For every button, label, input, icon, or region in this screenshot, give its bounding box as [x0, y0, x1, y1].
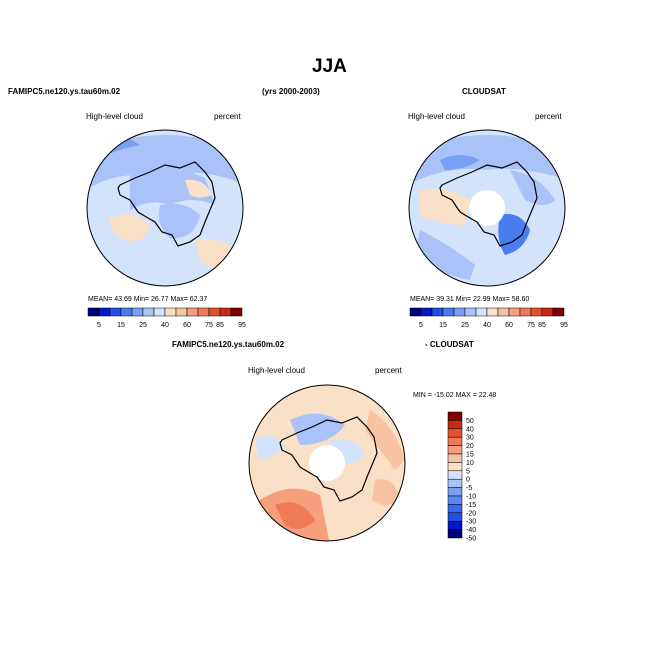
colorbar-model-tick-label: 5 [97, 322, 101, 329]
figure-title: JJA [312, 56, 347, 77]
colorbar-diff-tick-label: 5 [466, 468, 470, 475]
colorbar-model-tick-label: 60 [183, 322, 191, 329]
colorbar-obs-swatch [486, 307, 499, 317]
colorbar-model-tick-label: 85 [216, 322, 224, 329]
colorbar-model-swatch [120, 307, 133, 317]
diff-model-label: FAMIPC5.ne120.ys.tau60m.02 [172, 340, 285, 349]
panel-model-stats: MEAN= 43.69 Min= 26.77 Max= 62.37 [88, 296, 208, 303]
years-label: (yrs 2000-2003) [262, 87, 320, 96]
panel-obs-variable: High-level cloud [408, 112, 465, 121]
colorbar-obs-tick-label: 75 [527, 322, 535, 329]
colorbar-diff-tick-label: 40 [466, 426, 474, 433]
colorbar-diff-tick-label: 30 [466, 435, 474, 442]
colorbar-diff-swatch [447, 470, 463, 480]
colorbar-diff-swatch [447, 462, 463, 472]
colorbar-diff-swatch [447, 504, 463, 514]
colorbar-diff-tick-label: -5 [466, 485, 472, 492]
colorbar-diff-tick-label: -40 [466, 527, 476, 534]
colorbar-diff-tick-label: -15 [466, 502, 476, 509]
colorbar-obs-swatch [541, 307, 554, 317]
colorbar-diff-tick-label: -20 [466, 510, 476, 517]
colorbar-model-swatch [219, 307, 232, 317]
panel-obs-stats: MEAN= 39.31 Min= 22.99 Max= 58.60 [410, 296, 530, 303]
colorbar-model-tick-label: 25 [139, 322, 147, 329]
colorbar-diff-swatch [447, 453, 463, 463]
colorbar-diff-tick-label: -50 [466, 536, 476, 543]
colorbar-model-swatch [197, 307, 210, 317]
colorbar-obs-tick-label: 85 [538, 322, 546, 329]
panel-diff-units: percent [375, 366, 402, 375]
colorbar-obs-swatch [420, 307, 433, 317]
colorbar-diff-swatch [447, 428, 463, 438]
colorbar-obs-tick-label: 25 [461, 322, 469, 329]
colorbar-obs-swatch [519, 307, 532, 317]
colorbar-diff-tick-label: -30 [466, 519, 476, 526]
colorbar-obs-tick-label: 40 [483, 322, 491, 329]
colorbar-model-swatch [153, 307, 166, 317]
panel-diff-variable: High-level cloud [248, 366, 305, 375]
colorbar-obs: 5 15 25 40 60 75 85 95 [409, 307, 568, 329]
colorbar-diff-tick-label: 15 [466, 452, 474, 459]
coastline-obs [439, 161, 538, 247]
colorbar-obs-tick-label: 95 [560, 322, 568, 329]
colorbar-model-tick-label: 75 [205, 322, 213, 329]
colorbar-model-swatch [186, 307, 199, 317]
colorbar-diff-swatch [447, 420, 463, 430]
colorbar-model-swatch [208, 307, 221, 317]
colorbar-model-swatch [164, 307, 177, 317]
colorbar-obs-tick-label: 60 [505, 322, 513, 329]
panel-model-variable: High-level cloud [86, 112, 143, 121]
panel-diff-stats: MIN = -15.02 MAX = 22.48 [413, 392, 497, 399]
colorbar-diff-tick-label: 0 [466, 477, 470, 484]
coastline-diff [279, 416, 378, 502]
colorbar-model-swatch [109, 307, 122, 317]
panel-model-units: percent [214, 112, 241, 121]
colorbar-diff-swatch [447, 487, 463, 497]
colorbar-diff-swatch [447, 478, 463, 488]
colorbar-diff-swatch [447, 529, 463, 539]
colorbar-obs-swatch [530, 307, 543, 317]
colorbar-diff-tick-label: 20 [466, 443, 474, 450]
colorbar-model-swatch [230, 307, 243, 317]
colorbar-obs-swatch [552, 307, 565, 317]
colorbar-obs-tick-label: 5 [419, 322, 423, 329]
colorbar-diff-swatch [447, 445, 463, 455]
panel-obs-units: percent [535, 112, 562, 121]
colorbar-obs-swatch [464, 307, 477, 317]
colorbar-model-tick-label: 95 [238, 322, 246, 329]
coastline-model [117, 161, 216, 247]
colorbar-obs-tick-label: 15 [439, 322, 447, 329]
diff-obs-label: - CLOUDSAT [425, 340, 474, 349]
colorbar-diff-swatch [447, 436, 463, 446]
colorbar-diff-swatch [447, 520, 463, 530]
colorbar-diff-swatch [447, 495, 463, 505]
colorbar-model-tick-label: 15 [117, 322, 125, 329]
colorbar-obs-swatch [475, 307, 488, 317]
colorbar-obs-swatch [453, 307, 466, 317]
colorbar-diff-swatch [447, 411, 463, 421]
colorbar-obs-swatch [497, 307, 510, 317]
colorbar-diff-swatch [447, 512, 463, 522]
colorbar-model-swatch [87, 307, 100, 317]
colorbar-model-tick-label: 40 [161, 322, 169, 329]
colorbar-diff-tick-label: -10 [466, 494, 476, 501]
colorbar-obs-swatch [409, 307, 422, 317]
model-name-label: FAMIPC5.ne120.ys.tau60m.02 [8, 87, 121, 96]
colorbar-model-swatch [98, 307, 111, 317]
colorbar-obs-swatch [508, 307, 521, 317]
colorbar-diff-tick-label: 10 [466, 460, 474, 467]
colorbar-model-swatch [142, 307, 155, 317]
obs-name-label: CLOUDSAT [462, 87, 506, 96]
colorbar-model-swatch [175, 307, 188, 317]
colorbar-obs-swatch [431, 307, 444, 317]
colorbar-diff-tick-label: 50 [466, 418, 474, 425]
colorbar-model: 5 15 25 40 60 75 85 95 [87, 307, 246, 329]
colorbar-model-swatch [131, 307, 144, 317]
colorbar-obs-swatch [442, 307, 455, 317]
